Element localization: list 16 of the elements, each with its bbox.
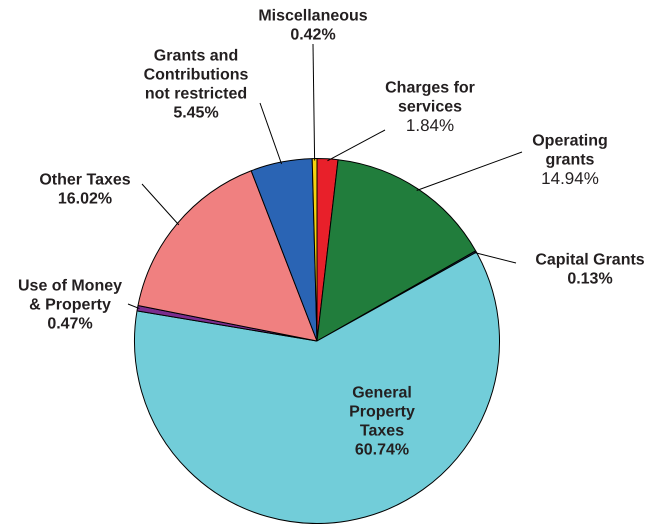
slice-label: Miscellaneous	[258, 7, 368, 24]
slice-label: General Property Taxes	[349, 384, 415, 440]
data-label: 1.84%	[406, 116, 454, 136]
data-label: 16.02%	[58, 190, 112, 208]
slice-label: Use of Money & Property	[18, 277, 122, 314]
legend-label: Capital Grants	[535, 251, 645, 268]
slice-label: Other Taxes	[39, 171, 131, 188]
data-label: 0.42%	[290, 26, 336, 44]
slice-label: Grants and Contributions not restricted	[144, 47, 249, 102]
data-label: 0.47%	[47, 315, 93, 332]
data-label: 0.13%	[567, 270, 613, 288]
slice-label: Operating grants	[532, 132, 608, 168]
data-label: 14.94%	[541, 169, 599, 188]
slice-label: Charges for services	[385, 79, 475, 116]
data-label: 60.74%	[354, 441, 410, 458]
data-label: 5.45%	[173, 104, 219, 122]
